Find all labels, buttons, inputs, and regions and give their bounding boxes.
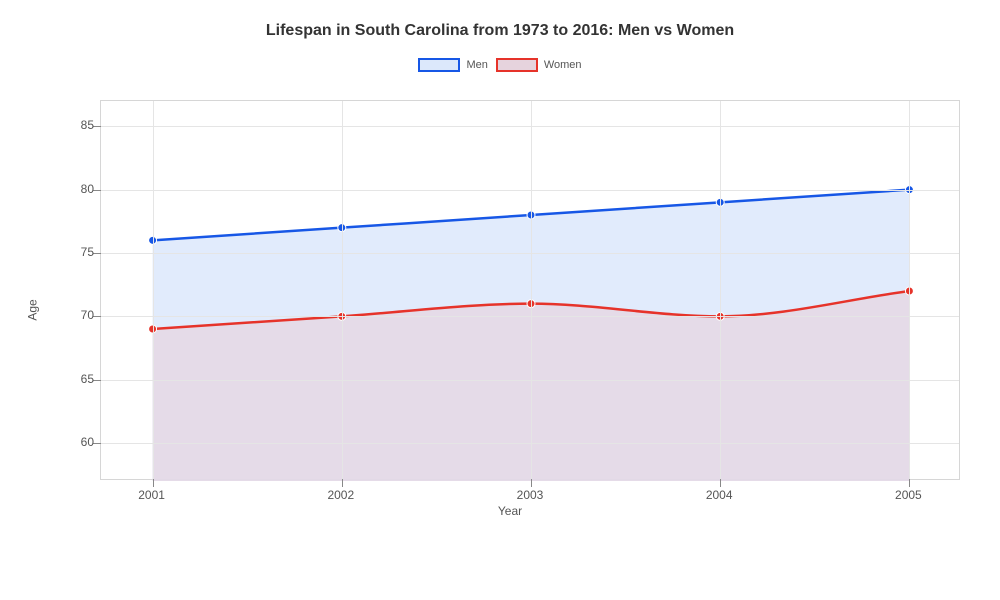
x-tick bbox=[342, 479, 343, 487]
y-tick bbox=[93, 190, 101, 191]
grid-h bbox=[101, 316, 959, 317]
plot-wrap: Age Year 6065707580852001200220032004200… bbox=[60, 100, 960, 520]
chart-svg bbox=[101, 101, 959, 479]
x-tick-label: 2001 bbox=[138, 488, 165, 502]
legend-label-men: Men bbox=[466, 59, 487, 71]
chart-container: Lifespan in South Carolina from 1973 to … bbox=[0, 0, 1000, 600]
legend-label-women: Women bbox=[544, 59, 582, 71]
y-tick bbox=[93, 443, 101, 444]
y-tick-label: 80 bbox=[64, 182, 94, 196]
x-tick-label: 2002 bbox=[327, 488, 354, 502]
grid-h bbox=[101, 253, 959, 254]
grid-v bbox=[153, 101, 154, 479]
x-tick bbox=[720, 479, 721, 487]
x-tick bbox=[531, 479, 532, 487]
y-tick-label: 85 bbox=[64, 118, 94, 132]
y-tick bbox=[93, 126, 101, 127]
y-tick-label: 75 bbox=[64, 245, 94, 259]
grid-v bbox=[909, 101, 910, 479]
x-tick-label: 2005 bbox=[895, 488, 922, 502]
y-tick bbox=[93, 253, 101, 254]
grid-h bbox=[101, 126, 959, 127]
x-tick bbox=[909, 479, 910, 487]
legend-swatch-men bbox=[418, 58, 460, 72]
grid-v bbox=[531, 101, 532, 479]
x-tick-label: 2003 bbox=[517, 488, 544, 502]
grid-v bbox=[342, 101, 343, 479]
plot-area bbox=[100, 100, 960, 480]
legend: Men Women bbox=[0, 58, 1000, 72]
y-tick bbox=[93, 380, 101, 381]
x-tick-label: 2004 bbox=[706, 488, 733, 502]
legend-item-women: Women bbox=[496, 58, 582, 72]
grid-h bbox=[101, 443, 959, 444]
x-tick bbox=[153, 479, 154, 487]
legend-item-men: Men bbox=[418, 58, 487, 72]
y-tick bbox=[93, 316, 101, 317]
chart-title: Lifespan in South Carolina from 1973 to … bbox=[0, 0, 1000, 40]
legend-swatch-women bbox=[496, 58, 538, 72]
grid-h bbox=[101, 190, 959, 191]
grid-v bbox=[720, 101, 721, 479]
y-tick-label: 60 bbox=[64, 435, 94, 449]
y-tick-label: 65 bbox=[64, 372, 94, 386]
x-axis-title: Year bbox=[498, 504, 522, 518]
y-axis-title: Age bbox=[26, 299, 40, 320]
y-tick-label: 70 bbox=[64, 308, 94, 322]
grid-h bbox=[101, 380, 959, 381]
